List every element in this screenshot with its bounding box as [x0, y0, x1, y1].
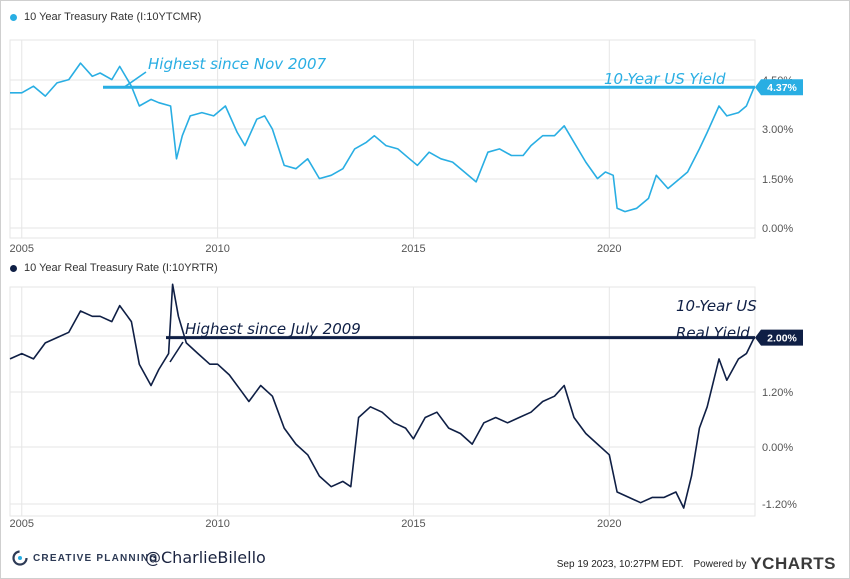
- annotation-pointer: [122, 71, 147, 89]
- timestamp: Sep 19 2023, 10:27PM EDT.: [556, 558, 684, 570]
- y-tick-label: 1.20%: [762, 387, 793, 399]
- legend-top: 10 Year Treasury Rate (I:10YTCMR): [10, 11, 201, 23]
- x-tick-label: 2020: [597, 518, 621, 530]
- x-tick-label: 2015: [401, 243, 425, 255]
- x-tick-label: 2010: [205, 243, 229, 255]
- current-value-badge: [755, 329, 803, 346]
- author-handle: @CharlieBilello: [145, 548, 266, 567]
- y-tick-label: 3.00%: [762, 124, 793, 136]
- chart-annotation: 10-Year US: [676, 297, 757, 315]
- annotation-pointer: [169, 341, 184, 363]
- series-line: [9, 283, 755, 509]
- y-tick-label: 1.50%: [762, 174, 793, 186]
- y-tick-label: -1.20%: [762, 499, 797, 511]
- plot-area: [9, 39, 756, 239]
- x-tick-label: 2010: [205, 518, 229, 530]
- x-tick-label: 2005: [10, 243, 34, 255]
- chart-annotation: Highest since July 2009: [185, 320, 361, 338]
- y-tick-label: 0.00%: [762, 223, 793, 235]
- current-value-badge: [755, 79, 803, 96]
- series-line: [10, 62, 755, 213]
- plot-area: [9, 286, 756, 517]
- y-tick-label: 0.00%: [762, 442, 793, 454]
- creative-planning-logo-icon: [12, 550, 28, 566]
- x-tick-label: 2005: [10, 518, 34, 530]
- legend-bottom-label: 10 Year Real Treasury Rate (I:10YRTR): [24, 262, 218, 274]
- x-tick-label: 2020: [597, 243, 621, 255]
- brand: CREATIVE PLANNING: [12, 550, 158, 566]
- brand-name: CREATIVE PLANNING: [33, 552, 159, 564]
- legend-top-label: 10 Year Treasury Rate (I:10YTCMR): [24, 11, 202, 23]
- chart-annotation: Highest since Nov 2007: [148, 55, 327, 73]
- chart-annotation: Real Yield: [676, 324, 750, 342]
- current-value-label: 4.37%: [767, 82, 797, 94]
- current-value-label: 2.00%: [767, 333, 797, 345]
- x-tick-label: 2015: [401, 518, 425, 530]
- powered-by: Powered by: [693, 558, 747, 570]
- footer: CREATIVE PLANNING @CharlieBilello Sep 19…: [0, 548, 850, 578]
- legend-dot-icon: [10, 264, 17, 272]
- legend-bottom: 10 Year Real Treasury Rate (I:10YRTR): [10, 262, 218, 274]
- legend-dot-icon: [10, 13, 17, 21]
- chart-annotation: 10-Year US Yield: [604, 70, 726, 88]
- footer-right: Sep 19 2023, 10:27PM EDT. Powered by YCH…: [557, 554, 836, 574]
- ycharts-logo: YCHARTS: [750, 554, 836, 573]
